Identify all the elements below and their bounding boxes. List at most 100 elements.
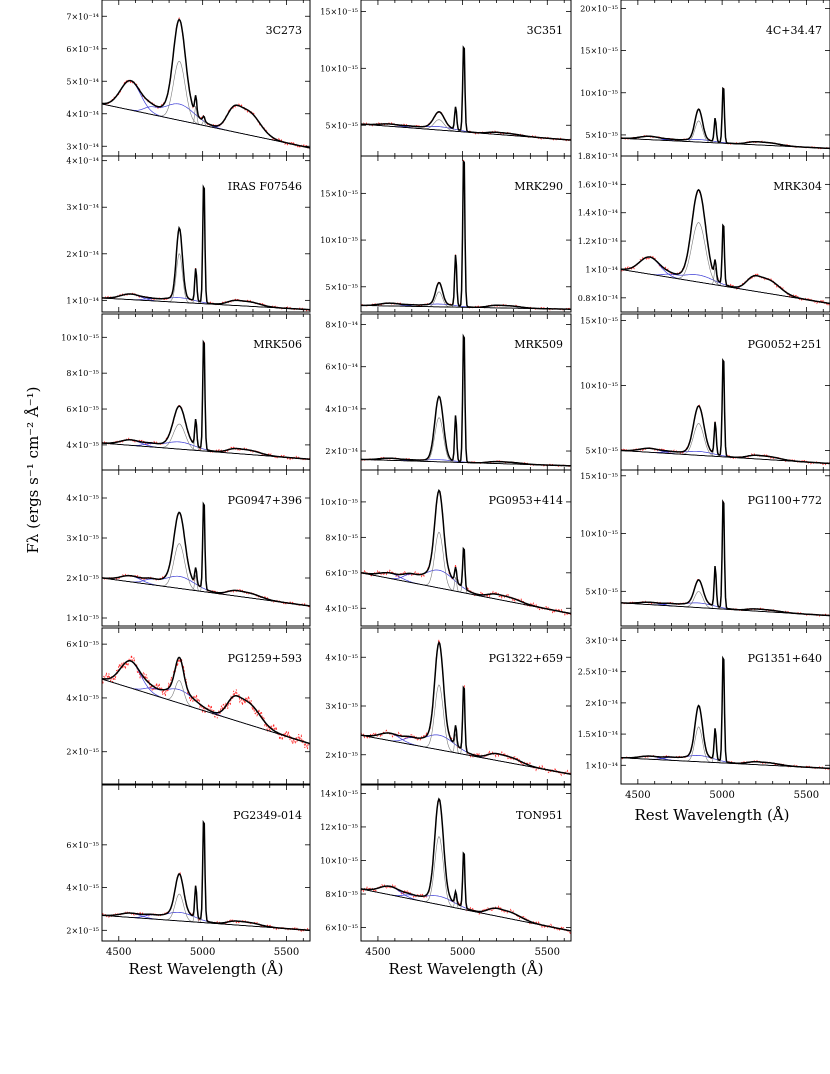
x-tick-label: 5500 <box>794 790 819 801</box>
panel-mrk304: 0.8×10⁻¹⁴ 1×10⁻¹⁴ 1.2×10⁻¹⁴ 1.4×10⁻¹⁴ 1.6×10… <box>578 152 830 313</box>
y-tick-label: 5×10⁻¹⁵ <box>585 587 618 596</box>
y-tick-label: 8×10⁻¹⁵ <box>325 890 358 899</box>
panel-pg1322-659: 2×10⁻¹⁵ 3×10⁻¹⁵ 4×10⁻¹⁵ PG1322+659 <box>325 627 572 785</box>
total-fit <box>621 86 830 150</box>
panel-iras-f07546: 1×10⁻¹⁴ 2×10⁻¹⁴ 3×10⁻¹⁴ 4×10⁻¹⁴ IRAS F07546 <box>66 155 311 313</box>
y-tick-label: 15×10⁻¹⁵ <box>320 7 358 16</box>
total-fit <box>361 797 571 932</box>
panel-name: MRK509 <box>514 338 563 351</box>
x-axis-title-col1: Rest Wavelength (Å) <box>128 960 283 978</box>
total-fit <box>102 18 310 149</box>
panel-mrk509: 2×10⁻¹⁴ 4×10⁻¹⁴ 6×10⁻¹⁴ 8×10⁻¹⁴ MRK509 <box>325 313 572 471</box>
plot-area <box>102 655 310 750</box>
total-fit <box>621 358 830 465</box>
total-fit <box>621 655 830 770</box>
y-tick-label: 5×10⁻¹⁴ <box>66 77 99 86</box>
panel-frame <box>620 469 830 627</box>
plot-area <box>102 819 310 932</box>
panel-frame <box>360 155 572 313</box>
plot-area <box>621 188 830 306</box>
panel-mrk290: 5×10⁻¹⁵ 10×10⁻¹⁵ 15×10⁻¹⁵ MRK290 <box>320 155 572 313</box>
y-tick-label: 6×10⁻¹⁵ <box>325 924 358 933</box>
y-tick-label: 10×10⁻¹⁵ <box>580 530 618 539</box>
y-tick-label: 8×10⁻¹⁴ <box>325 321 358 330</box>
plot-area <box>102 16 310 150</box>
panel-pg1351-640: 1×10⁻¹⁴ 1.5×10⁻¹⁴ 2×10⁻¹⁴ 2.5×10⁻¹⁴ 3×10⁻¹⁴ P… <box>578 627 830 801</box>
x-tick-label: 5000 <box>190 947 215 958</box>
panel-name: TON951 <box>516 809 563 822</box>
x-tick-label: 4500 <box>106 947 131 958</box>
x-tick-label: 4500 <box>625 790 650 801</box>
y-tick-label: 1.8×10⁻¹⁴ <box>578 152 618 161</box>
continuum-fit <box>102 103 310 149</box>
x-tick-label: 5500 <box>535 947 560 958</box>
y-tick-label: 10×10⁻¹⁵ <box>320 856 358 865</box>
y-tick-label: 3×10⁻¹⁴ <box>66 203 99 212</box>
panel-frame <box>360 784 572 942</box>
x-axis-title-col2: Rest Wavelength (Å) <box>388 960 543 978</box>
y-tick-label: 4×10⁻¹⁴ <box>66 110 99 119</box>
y-tick-label: 10×10⁻¹⁵ <box>580 382 618 391</box>
y-tick-label: 8×10⁻¹⁵ <box>66 369 99 378</box>
panel-pg2349-014: 2×10⁻¹⁵ 4×10⁻¹⁵ 6×10⁻¹⁵ PG2349-014 4500 5000 5… <box>66 784 311 958</box>
hbeta-component <box>102 60 310 149</box>
fe-component <box>102 80 310 149</box>
panel-frame <box>101 784 311 942</box>
y-tick-label: 6×10⁻¹⁴ <box>325 363 358 372</box>
y-tick-label: 1.2×10⁻¹⁴ <box>578 237 618 246</box>
x-tick-label: 4500 <box>365 947 390 958</box>
y-tick-label: 2×10⁻¹⁵ <box>66 574 99 583</box>
y-tick-label: 0.8×10⁻¹⁴ <box>578 294 618 303</box>
panel-frame <box>620 155 830 313</box>
x-tick-label: 5500 <box>274 947 299 958</box>
plot-area <box>361 639 571 777</box>
panel-name: PG0947+396 <box>228 494 302 507</box>
y-tick-label: 6×10⁻¹⁴ <box>66 45 99 54</box>
continuum-fit <box>621 269 830 304</box>
y-tick-label: 5×10⁻¹⁵ <box>325 283 358 292</box>
panel-pg1100-772: 5×10⁻¹⁵ 10×10⁻¹⁵ 15×10⁻¹⁵ PG1100+772 <box>580 469 830 627</box>
plot-area <box>361 333 571 468</box>
total-fit <box>361 641 571 775</box>
y-tick-label: 6×10⁻¹⁵ <box>66 841 99 850</box>
total-fit <box>361 333 571 467</box>
y-tick-label: 3×10⁻¹⁴ <box>585 636 618 645</box>
x-tick-label: 5000 <box>450 947 475 958</box>
panel-ton951: 6×10⁻¹⁵ 8×10⁻¹⁵ 10×10⁻¹⁵ 12×10⁻¹⁵ 14×10⁻¹⁵ TO… <box>320 784 572 958</box>
y-tick-label: 6×10⁻¹⁵ <box>325 569 358 578</box>
y-tick-label: 10×10⁻¹⁵ <box>61 333 99 342</box>
y-tick-label: 4×10⁻¹⁵ <box>66 494 99 503</box>
y-tick-label: 1×10⁻¹⁵ <box>66 614 99 623</box>
plot-area <box>621 86 830 150</box>
y-tick-label: 2×10⁻¹⁵ <box>66 748 99 757</box>
total-fit <box>361 45 571 141</box>
plot-area <box>621 358 830 466</box>
y-tick-label: 5×10⁻¹⁵ <box>325 121 358 130</box>
panel-name: PG0052+251 <box>748 338 822 351</box>
y-tick-label: 1×10⁻¹⁴ <box>585 761 618 770</box>
y-tick-label: 14×10⁻¹⁵ <box>320 789 358 798</box>
y-tick-label: 1.4×10⁻¹⁴ <box>578 209 618 218</box>
y-tick-label: 10×10⁻¹⁵ <box>320 236 358 245</box>
panel-name: 4C+34.47 <box>766 24 822 37</box>
panel-pg0953-414: 4×10⁻¹⁵ 6×10⁻¹⁵ 8×10⁻¹⁵ 10×10⁻¹⁵ PG0953+414 <box>320 469 572 627</box>
panel-frame <box>360 469 572 627</box>
total-fit <box>361 489 571 615</box>
y-tick-label: 1×10⁻¹⁴ <box>66 296 99 305</box>
x-tick-label: 5000 <box>709 790 734 801</box>
y-tick-label: 4×10⁻¹⁵ <box>66 694 99 703</box>
y-tick-label: 3×10⁻¹⁴ <box>66 142 99 151</box>
fe-component <box>102 660 310 745</box>
y-tick-label: 8×10⁻¹⁵ <box>325 533 358 542</box>
panel-name: 3C273 <box>266 24 302 37</box>
y-tick-label: 10×10⁻¹⁵ <box>320 498 358 507</box>
y-tick-label: 15×10⁻¹⁵ <box>580 47 618 56</box>
plot-area <box>621 499 830 617</box>
y-tick-label: 12×10⁻¹⁵ <box>320 823 358 832</box>
y-tick-label: 5×10⁻¹⁵ <box>585 131 618 140</box>
y-tick-label: 1×10⁻¹⁴ <box>585 265 618 274</box>
panel-mrk506: 4×10⁻¹⁵ 6×10⁻¹⁵ 8×10⁻¹⁵ 10×10⁻¹⁵ MRK506 <box>61 313 311 471</box>
observed-spectrum <box>621 190 830 306</box>
panel-name: PG1100+772 <box>748 494 822 507</box>
